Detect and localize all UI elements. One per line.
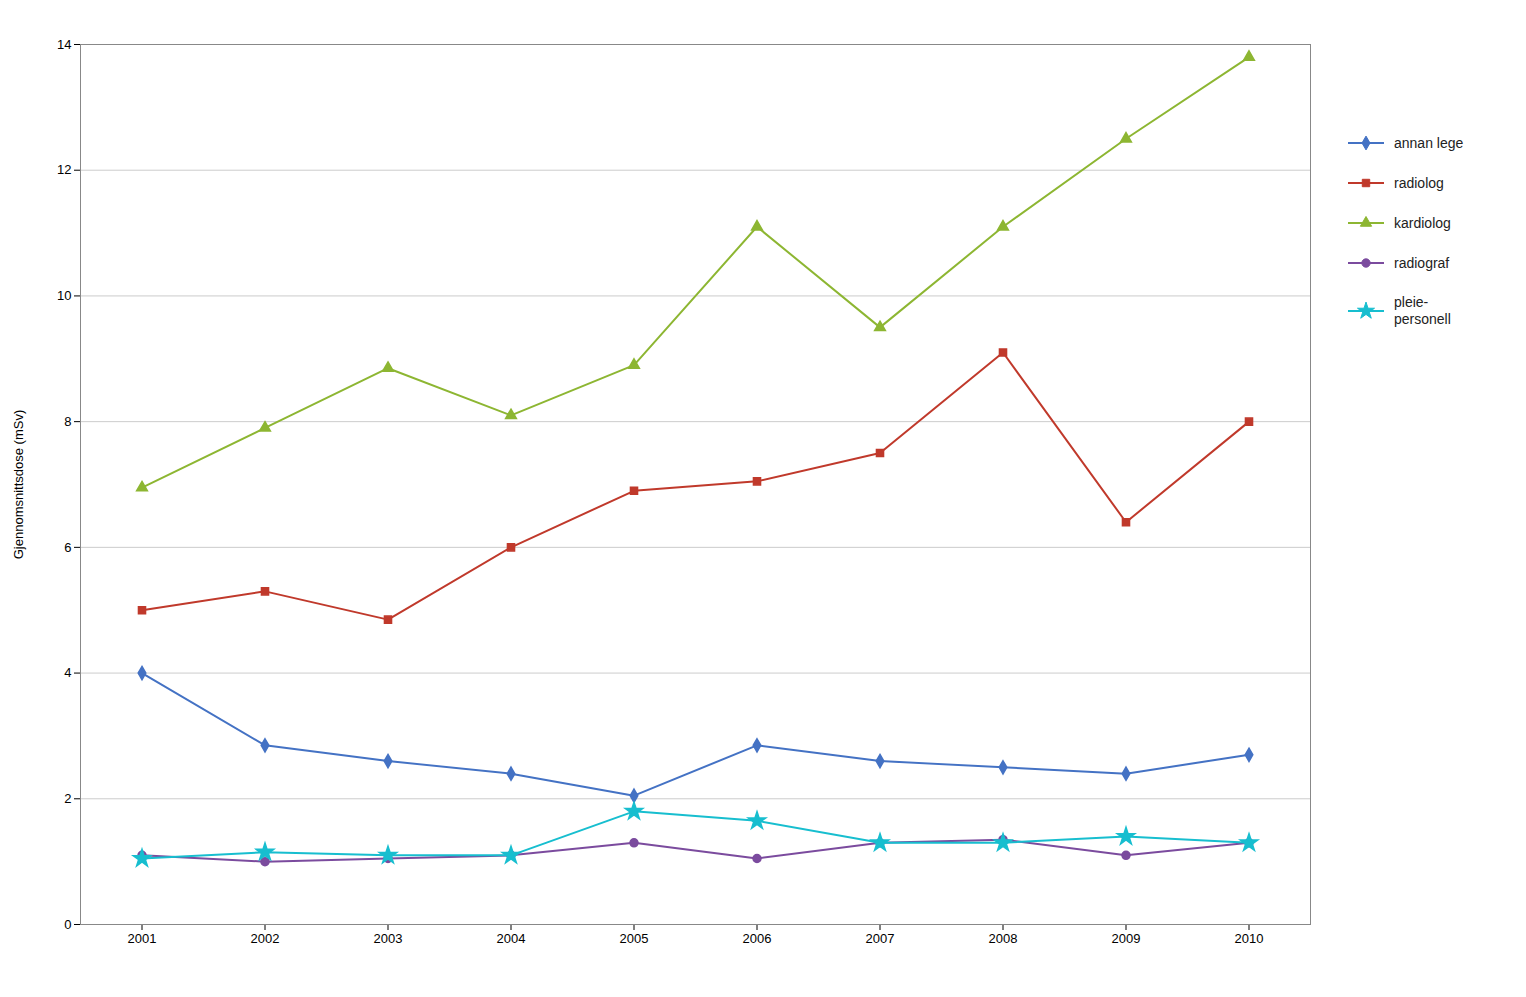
svg-text:2006: 2006 [743,931,772,946]
svg-text:2001: 2001 [128,931,157,946]
html-text:pleie- personell: pleie- personell [1394,294,1451,327]
html-text:radiograf: radiograf [1394,254,1450,271]
svg-text:Gjennomsnittsdose (mSv): Gjennomsnittsdose (mSv) [11,410,26,560]
svg-text:6: 6 [64,540,71,555]
svg-text:4: 4 [64,665,71,680]
svg-text:14: 14 [57,37,71,52]
svg-text:2004: 2004 [497,931,526,946]
svg-text:2003: 2003 [374,931,403,946]
svg-text:2002: 2002 [251,931,280,946]
html-text:kardiolog: kardiolog [1394,214,1451,231]
svg-text:2005: 2005 [620,931,649,946]
svg-text:10: 10 [57,288,71,303]
svg-text:2010: 2010 [1235,931,1264,946]
html-text:annan lege: annan lege [1394,134,1464,151]
svg-text:2: 2 [64,791,71,806]
svg-text:2008: 2008 [989,931,1018,946]
svg-text:12: 12 [57,162,71,177]
svg-text:2007: 2007 [866,931,895,946]
html-text:radiolog: radiolog [1394,174,1444,191]
svg-text:2009: 2009 [1112,931,1141,946]
svg-text:8: 8 [64,414,71,429]
svg-text:0: 0 [64,917,71,932]
